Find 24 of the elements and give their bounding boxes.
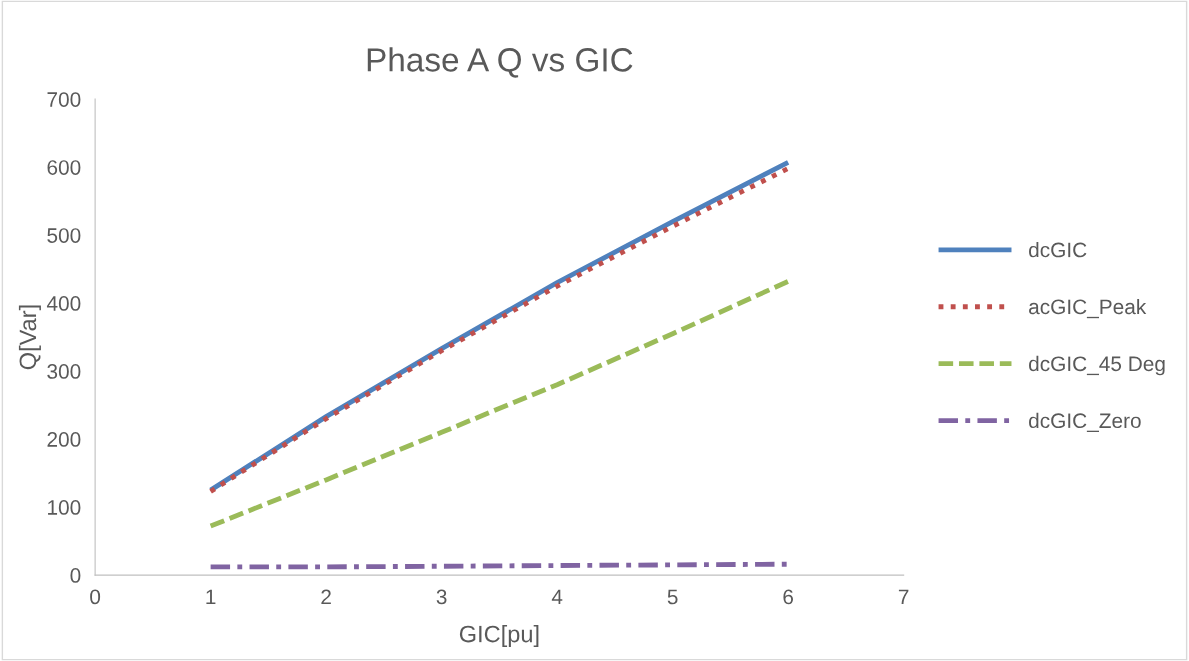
y-tick-label: 100 <box>48 500 81 515</box>
y-tick-label: 0 <box>70 568 81 583</box>
x-tick-label: 7 <box>898 589 909 605</box>
legend-label: dcGIC_Zero <box>1029 412 1141 433</box>
y-tick-label: 600 <box>47 160 81 175</box>
y-axis-title: Q[Var] <box>18 305 41 370</box>
x-tick-label: 6 <box>783 589 794 605</box>
y-tick-label: 300 <box>47 364 81 379</box>
line-series <box>208 278 791 529</box>
x-tick-label: 5 <box>667 589 678 605</box>
y-tick-label: 400 <box>46 296 81 311</box>
y-tick-label: 700 <box>47 92 81 107</box>
x-tick-label: 2 <box>321 589 331 605</box>
legend-label: dcGIC <box>1029 242 1087 258</box>
y-tick-label: 500 <box>47 228 81 243</box>
y-tick-label: 200 <box>47 432 81 447</box>
x-axis-title: GIC[pu] <box>459 625 539 648</box>
chart-title: Phase A Q vs GIC <box>367 47 633 78</box>
legend-label: dcGIC_45 Deg <box>1029 355 1165 376</box>
x-tick-label: 4 <box>551 589 563 605</box>
legend-label: acGIC_Peak <box>1029 298 1147 319</box>
x-tick-label: 1 <box>206 589 216 605</box>
x-tick-label: 0 <box>90 589 101 605</box>
x-tick-label: 3 <box>436 589 447 605</box>
